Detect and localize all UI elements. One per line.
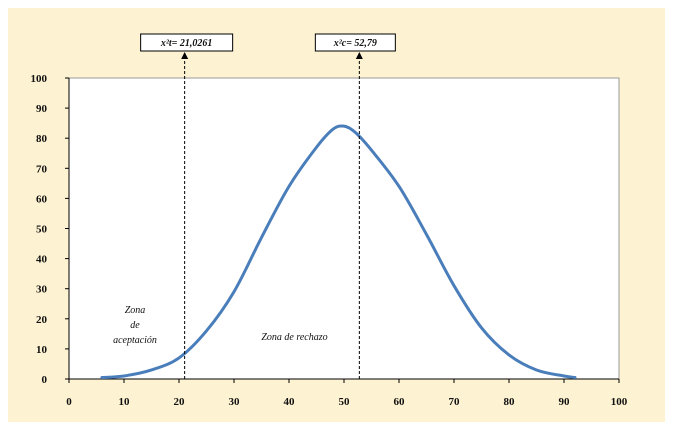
- critical-value-label: x²c= 52,79: [333, 38, 377, 49]
- rejection-zone-label: Zona de rechazo: [261, 332, 327, 343]
- y-tick-label: 40: [36, 254, 48, 266]
- chart-svg: 0 10 20 30 40 50 60 70 80 90 100 0 10 20 30 40 50 60 70 80 9…: [8, 8, 665, 422]
- y-tick-label: 90: [36, 103, 48, 115]
- annotations: Zona de aceptación Zona de rechazo: [113, 305, 328, 346]
- arrow-head-icon: [355, 52, 363, 59]
- x-tick-label: 0: [66, 396, 72, 408]
- y-tick-label: 30: [36, 284, 48, 296]
- x-tick-label: 20: [174, 396, 186, 408]
- reference-lines: x²t= 21,0261 x²c= 52,79: [140, 33, 396, 379]
- acceptance-zone-label: Zona: [125, 305, 146, 316]
- y-tick-label: 60: [36, 193, 48, 205]
- x-tick-label: 90: [559, 396, 571, 408]
- x-tick-label: 40: [284, 396, 296, 408]
- x-tick-label: 50: [339, 396, 351, 408]
- arrow-head-icon: [181, 52, 189, 59]
- y-tick-label: 10: [36, 344, 48, 356]
- plot-area: [68, 77, 620, 380]
- y-tick-label: 0: [42, 374, 48, 386]
- x-tick-label: 80: [504, 396, 516, 408]
- tick-labels: 0 10 20 30 40 50 60 70 80 90 100 0 10 20 30 40 50 60 70 80 9…: [31, 73, 628, 408]
- y-tick-label: 20: [36, 314, 48, 326]
- chart-figure: 0 10 20 30 40 50 60 70 80 90 100 0 10 20 30 40 50 60 70 80 9…: [8, 8, 665, 422]
- distribution-curve: [100, 124, 577, 379]
- critical-value-box: [140, 33, 234, 52]
- critical-value-box: [314, 33, 396, 52]
- x-tick-label: 60: [394, 396, 406, 408]
- y-tick-label: 70: [36, 163, 48, 175]
- series-layer: [100, 124, 577, 379]
- x-tick-label: 30: [229, 396, 241, 408]
- y-tick-label: 50: [36, 224, 48, 236]
- acceptance-zone-label: aceptación: [113, 335, 157, 346]
- y-tick-label: 80: [36, 133, 48, 145]
- x-tick-label: 70: [449, 396, 461, 408]
- x-tick-label: 10: [119, 396, 131, 408]
- critical-value-label: x²t= 21,0261: [160, 38, 212, 49]
- x-tick-label: 100: [611, 396, 628, 408]
- acceptance-zone-label: de: [130, 320, 140, 331]
- y-tick-label: 100: [31, 73, 48, 85]
